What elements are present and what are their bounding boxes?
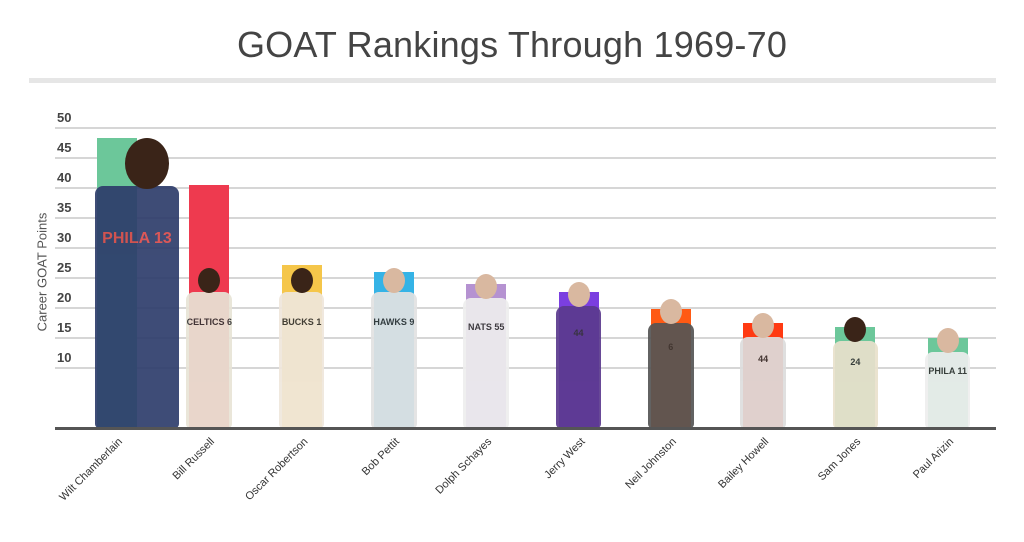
gridline: [55, 337, 996, 339]
y-tick-label: 30: [57, 230, 72, 245]
player-photo: 24: [825, 317, 885, 428]
jersey-text: 44: [758, 353, 769, 364]
jersey-text: HAWKS 9: [373, 316, 415, 327]
jersey-text: BUCKS 1: [281, 316, 322, 327]
gridline: [55, 187, 996, 189]
gridline: [55, 307, 996, 309]
player-head: [125, 138, 169, 189]
gridline: [55, 247, 996, 249]
y-tick-label: 25: [57, 260, 72, 275]
jersey-text: 44: [573, 327, 584, 338]
jersey-text: CELTICS 6: [186, 316, 232, 327]
x-tick-label: Bob Pettit: [359, 435, 402, 478]
x-tick-label: Dolph Schayes: [433, 435, 495, 497]
y-tick-label: 15: [57, 320, 72, 335]
x-axis: [55, 427, 996, 430]
player-photo: PHILA 11: [918, 328, 978, 428]
gridline: [55, 127, 996, 129]
jersey-text: NATS 55: [468, 321, 505, 332]
player-jersey: PHILA 11: [924, 352, 971, 428]
jersey-text: PHILA 11: [928, 365, 968, 376]
y-tick-label: 35: [57, 200, 72, 215]
player-jersey: 6: [647, 323, 694, 428]
player-jersey: 44: [555, 305, 602, 428]
player-jersey: BUCKS 1: [278, 292, 325, 428]
player-jersey: 44: [740, 337, 786, 428]
chart-title: GOAT Rankings Through 1969-70: [236, 24, 788, 65]
x-tick-label: Jerry West: [541, 435, 588, 482]
player-photo: 44: [549, 281, 609, 428]
player-head: [475, 274, 498, 300]
player-head: [290, 268, 313, 294]
player-head: [844, 317, 867, 343]
player-photo: HAWKS 9: [364, 268, 424, 428]
x-tick-label: Bill Russell: [170, 435, 218, 483]
player-photo: CELTICS 6: [179, 268, 239, 428]
player-head: [382, 268, 405, 294]
y-tick-label: 45: [57, 140, 72, 155]
player-jersey: HAWKS 9: [371, 292, 417, 428]
player-jersey: NATS 55: [463, 298, 509, 428]
gridline: [55, 367, 996, 369]
player-head: [567, 281, 590, 308]
jersey-text: 24: [850, 356, 861, 367]
x-tick-label: Oscar Robertson: [242, 435, 310, 504]
y-tick-label: 50: [57, 110, 72, 125]
gridline: [55, 217, 996, 219]
x-tick-label: Neil Johnston: [623, 435, 679, 492]
y-tick-label: 20: [57, 290, 72, 305]
x-tick-label: Paul Arizin: [910, 435, 956, 482]
player-jersey: 24: [832, 341, 879, 428]
y-tick-label: 40: [57, 170, 72, 185]
jersey-text: 6: [668, 342, 674, 353]
y-axis-label: Career GOAT Points: [34, 212, 50, 332]
player-head: [936, 328, 959, 354]
x-tick-label: Bailey Howell: [716, 435, 772, 491]
player-head: [198, 268, 221, 294]
player-jersey: CELTICS 6: [186, 292, 233, 428]
player-photo: 6: [641, 299, 701, 428]
player-photo: BUCKS 1: [272, 268, 332, 428]
title-divider: [29, 78, 996, 83]
gridline: [55, 157, 996, 159]
x-tick-label: Sam Jones: [816, 435, 864, 484]
player-photo: 44: [733, 313, 793, 428]
player-head: [752, 313, 775, 339]
gridline: [55, 277, 996, 279]
player-head: [659, 299, 682, 325]
player-photo: NATS 55: [456, 274, 516, 428]
x-tick-label: Wilt Chamberlain: [57, 435, 125, 504]
player-photo: PHILA 13: [82, 138, 192, 428]
jersey-text: PHILA 13: [102, 229, 172, 247]
player-jersey: PHILA 13: [95, 186, 179, 428]
y-tick-label: 10: [57, 350, 72, 365]
